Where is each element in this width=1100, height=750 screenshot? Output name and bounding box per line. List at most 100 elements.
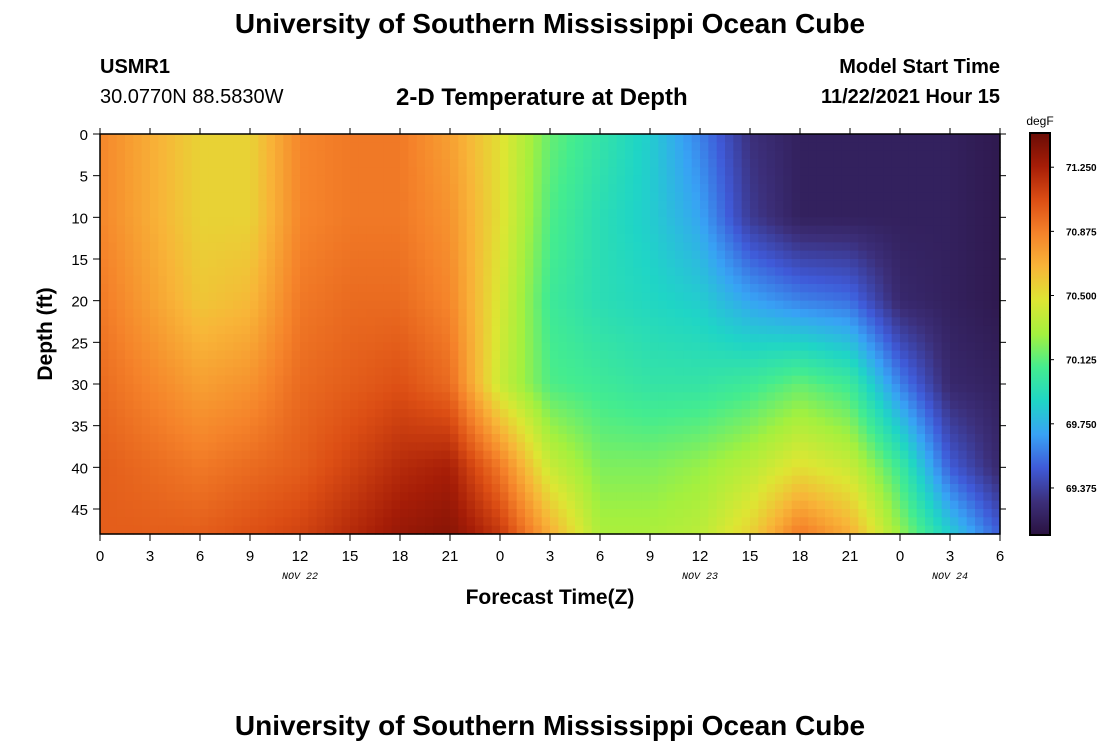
heatmap-cell [166,309,176,318]
heatmap-cell [791,500,801,510]
heatmap-cell [883,334,893,343]
heatmap-cell [666,359,676,368]
heatmap-cell [675,334,684,343]
heatmap-cell [116,517,126,527]
heatmap-cell [400,442,409,452]
heatmap-cell [133,192,143,202]
heatmap-cell [633,450,643,460]
heatmap-cell [933,150,943,160]
heatmap-cell [483,350,493,360]
heatmap-cell [950,467,959,477]
heatmap-cell [366,359,376,368]
heatmap-cell [650,192,659,202]
heatmap-cell [500,217,509,227]
heatmap-cell [858,225,868,235]
heatmap-cell [300,309,309,318]
heatmap-cell [541,150,551,160]
heatmap-cell [266,317,276,327]
heatmap-cell [883,192,893,202]
heatmap-cell [650,359,659,368]
heatmap-cell [558,367,568,377]
heatmap-cell [333,417,343,427]
heatmap-cell [650,234,659,243]
heatmap-cell [791,192,801,202]
heatmap-cell [666,284,676,293]
heatmap-cell [475,159,484,168]
heatmap-cell [708,200,718,210]
heatmap-cell [716,209,726,218]
heatmap-cell [625,142,634,152]
heatmap-cell [316,167,326,177]
heatmap-cell [508,225,518,235]
heatmap-cell [308,259,318,268]
heatmap-cell [266,184,276,193]
heatmap-cell [125,484,134,493]
heatmap-cell [758,284,768,293]
heatmap-cell [233,242,243,252]
heatmap-cell [816,200,826,210]
heatmap-cell [291,184,301,193]
heatmap-cell [116,409,126,418]
heatmap-cell [341,384,351,393]
heatmap-cell [608,425,618,435]
heatmap-cell [408,484,418,493]
heatmap-cell [766,284,776,293]
heatmap-cell [958,184,968,193]
heatmap-cell [158,142,168,152]
heatmap-cell [125,242,134,252]
heatmap-cell [208,417,218,427]
heatmap-cell [391,484,401,493]
heatmap-cell [233,234,243,243]
heatmap-cell [441,375,451,385]
heatmap-cell [433,300,443,310]
heatmap-cell [100,325,109,335]
heatmap-cell [225,467,234,477]
heatmap-cell [316,500,326,510]
heatmap-cell [508,284,518,293]
heatmap-cell [550,450,559,460]
heatmap-cell [416,175,426,185]
heatmap-cell [500,384,509,393]
heatmap-cell [125,492,134,502]
heatmap-cell [283,459,293,468]
heatmap-cell [866,292,876,302]
heatmap-cell [650,267,659,277]
heatmap-cell [283,384,293,393]
heatmap-cell [150,159,159,168]
heatmap-cell [875,267,884,277]
heatmap-cell [333,309,343,318]
heatmap-cell [391,325,401,335]
heatmap-cell [350,242,359,252]
heatmap-cell [341,250,351,260]
heatmap-cell [791,342,801,352]
heatmap-cell [491,325,501,335]
heatmap-cell [158,175,168,185]
heatmap-cell [525,242,534,252]
heatmap-cell [425,467,434,477]
heatmap-cell [825,384,834,393]
heatmap-cell [800,484,809,493]
heatmap-cell [483,292,493,302]
heatmap-cell [908,225,918,235]
heatmap-cell [166,442,176,452]
heatmap-cell [850,317,859,327]
heatmap-cell [858,184,868,193]
heatmap-cell [591,225,601,235]
heatmap-cell [791,234,801,243]
heatmap-cell [916,500,926,510]
heatmap-cell [833,275,843,285]
heatmap-cell [641,184,651,193]
heatmap-cell [125,300,134,310]
heatmap-cell [633,200,643,210]
heatmap-cell [166,134,176,143]
heatmap-cell [525,434,534,443]
heatmap-cell [658,259,668,268]
heatmap-cell [991,317,1001,327]
heatmap-cell [208,309,218,318]
heatmap-cell [433,484,443,493]
heatmap-cell [808,134,818,143]
heatmap-cell [966,150,976,160]
heatmap-cell [600,134,609,143]
heatmap-cell [525,284,534,293]
heatmap-cell [800,150,809,160]
